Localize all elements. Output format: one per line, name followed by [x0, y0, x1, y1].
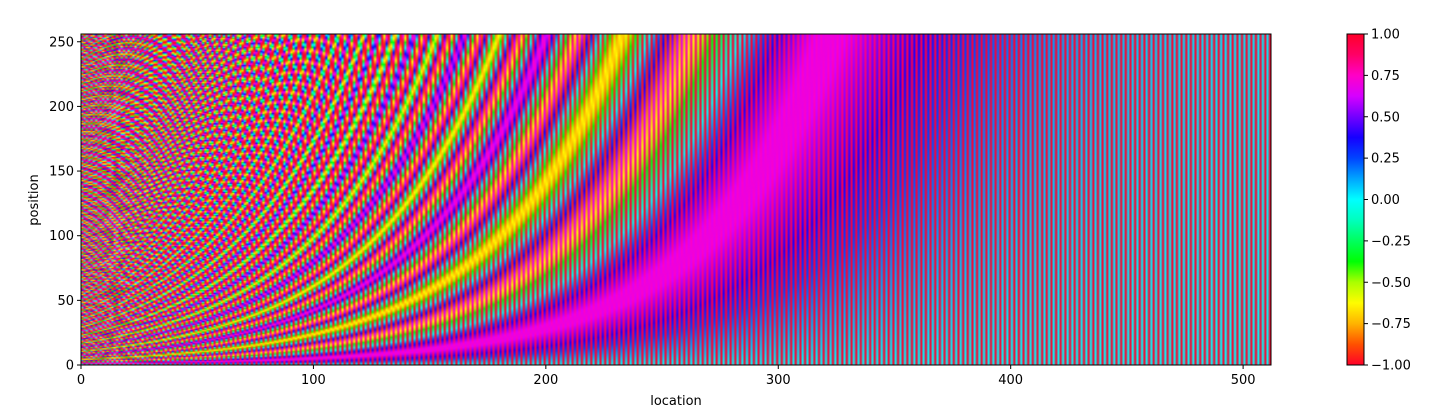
colorbar-tick-label: −1.00 [1371, 359, 1411, 374]
colorbar-tick-label: 1.00 [1371, 28, 1400, 43]
heatmap-plot [80, 33, 1272, 366]
x-tick-label: 0 [77, 373, 85, 388]
x-tick-label: 300 [766, 373, 791, 388]
x-axis: 0 100 200 300 400 500 [77, 365, 1256, 388]
x-tick-label: 500 [1231, 373, 1256, 388]
plot-frame [80, 33, 1272, 366]
heatmap-image [81, 34, 1271, 365]
y-axis: 0 50 100 150 200 250 [49, 35, 81, 374]
y-tick-label: 150 [49, 165, 74, 180]
colorbar-tick-label: 0.50 [1371, 110, 1400, 125]
x-tick-label: 100 [301, 373, 326, 388]
colorbar-tick-label: 0.25 [1371, 152, 1400, 167]
x-tick-label: 200 [533, 373, 558, 388]
colorbar-tick-label: −0.50 [1371, 276, 1411, 291]
x-axis-label: location [650, 394, 702, 409]
colorbar-tick-label: −0.75 [1371, 317, 1411, 332]
y-tick-label: 200 [49, 100, 74, 115]
colorbar-ticks: −1.00 −0.75 −0.50 −0.25 0.00 0.25 0.50 0.75 1.00 [1364, 28, 1411, 374]
x-tick-label: 400 [998, 373, 1023, 388]
colorbar: −1.00 −0.75 −0.50 −0.25 0.00 0.25 0.50 0.75 1.00 [1346, 28, 1411, 374]
y-tick-label: 100 [49, 229, 74, 244]
colorbar-gradient [1346, 33, 1365, 366]
y-tick-label: 50 [57, 294, 74, 309]
y-tick-label: 250 [49, 35, 74, 50]
y-axis-label: position [27, 174, 42, 226]
colorbar-tick-label: 0.00 [1371, 193, 1400, 208]
colorbar-tick-label: 0.75 [1371, 69, 1400, 84]
colorbar-tick-label: −0.25 [1371, 234, 1411, 249]
y-tick-label: 0 [66, 359, 74, 374]
